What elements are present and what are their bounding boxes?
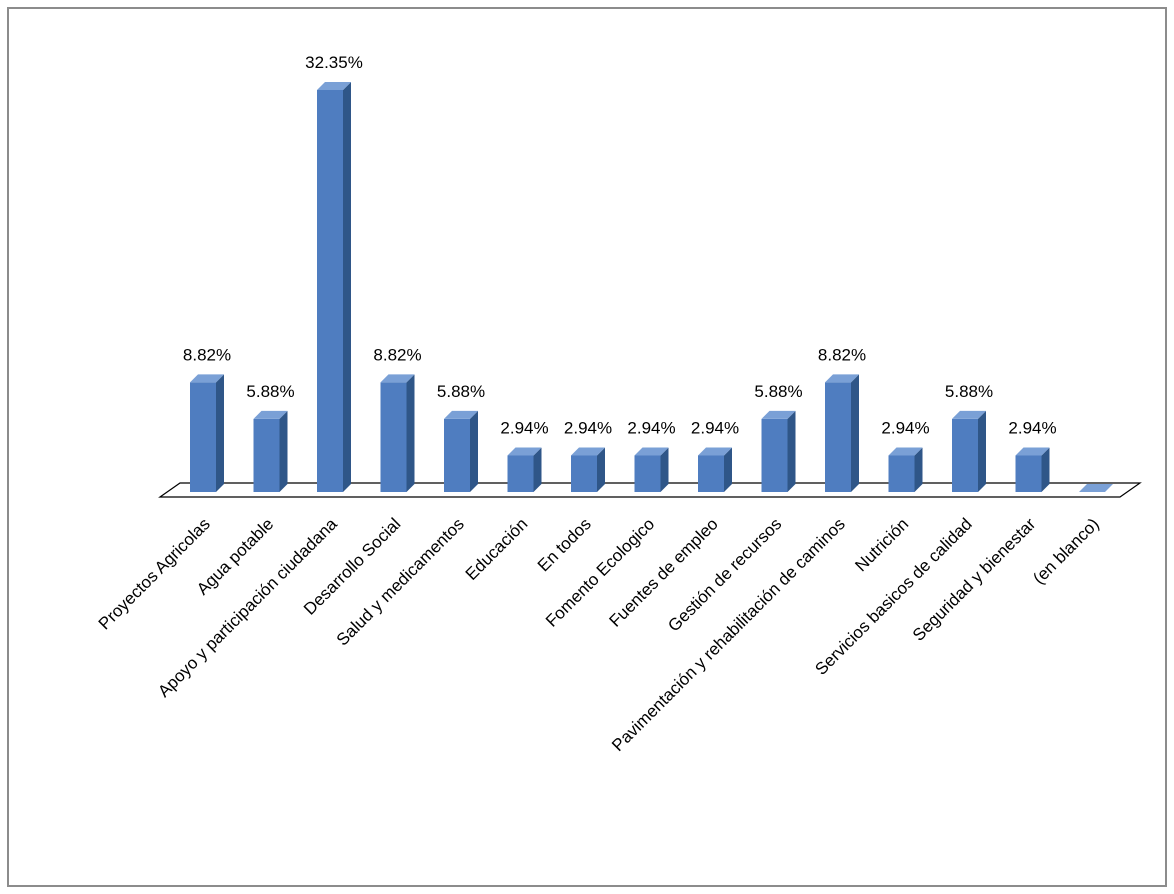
data-label: 5.88% bbox=[754, 382, 802, 401]
bar-side bbox=[406, 374, 415, 492]
bar-side bbox=[279, 410, 288, 492]
bar-top bbox=[253, 410, 288, 419]
bar bbox=[825, 374, 859, 492]
data-label: 5.88% bbox=[437, 382, 485, 401]
bar-top bbox=[444, 410, 478, 419]
data-label: 2.94% bbox=[691, 418, 739, 437]
bar-top bbox=[952, 410, 986, 419]
bar-front bbox=[444, 418, 470, 492]
bar-side bbox=[914, 447, 923, 492]
bar-side bbox=[787, 410, 796, 492]
bar-side bbox=[851, 374, 859, 492]
bar-front bbox=[761, 418, 788, 492]
bar-top bbox=[1015, 447, 1050, 456]
chart-border bbox=[7, 7, 1167, 887]
bar bbox=[253, 410, 288, 492]
bar bbox=[634, 447, 669, 492]
bar-front bbox=[571, 455, 597, 492]
data-label: 5.88% bbox=[945, 382, 993, 401]
data-label: 2.94% bbox=[627, 418, 675, 437]
bar-side bbox=[533, 447, 542, 492]
bar bbox=[698, 447, 732, 492]
bar-side bbox=[724, 447, 732, 492]
data-label: 8.82% bbox=[183, 345, 231, 364]
bar-side bbox=[597, 447, 605, 492]
bar bbox=[444, 410, 478, 492]
bar bbox=[317, 82, 351, 492]
bar-front bbox=[507, 455, 534, 492]
bar bbox=[507, 447, 542, 492]
data-label: 2.94% bbox=[500, 418, 548, 437]
bar-front bbox=[190, 382, 216, 492]
bar-top bbox=[571, 447, 605, 456]
bar-top bbox=[698, 447, 732, 456]
data-label: 2.94% bbox=[881, 418, 929, 437]
bar-front bbox=[952, 418, 978, 492]
data-label: 32.35% bbox=[305, 53, 363, 72]
bar-side bbox=[343, 82, 351, 492]
bar bbox=[190, 374, 224, 492]
bar bbox=[380, 374, 415, 492]
bar-top bbox=[317, 82, 351, 90]
bar-front bbox=[825, 382, 851, 492]
bar-front bbox=[698, 455, 724, 492]
bar-top bbox=[761, 410, 796, 419]
bar-top bbox=[825, 374, 859, 383]
bar bbox=[1079, 484, 1113, 492]
bar-top bbox=[634, 447, 669, 456]
data-label: 2.94% bbox=[1008, 418, 1056, 437]
bar-front bbox=[380, 382, 407, 492]
data-label: 2.94% bbox=[564, 418, 612, 437]
data-label: 8.82% bbox=[818, 345, 866, 364]
bar-top bbox=[888, 447, 923, 456]
bar-top bbox=[1079, 484, 1113, 492]
bar-front bbox=[888, 455, 915, 492]
bar-front bbox=[317, 90, 343, 492]
bar bbox=[761, 410, 796, 492]
bar bbox=[888, 447, 923, 492]
bar-side bbox=[660, 447, 669, 492]
bar-side bbox=[978, 410, 986, 492]
bar bbox=[571, 447, 605, 492]
bar-front bbox=[1015, 455, 1042, 492]
bar-side bbox=[470, 410, 478, 492]
bar-top bbox=[190, 374, 224, 383]
bar bbox=[952, 410, 986, 492]
bar-side bbox=[216, 374, 224, 492]
bar-side bbox=[1041, 447, 1050, 492]
bar bbox=[1015, 447, 1050, 492]
data-label: 5.88% bbox=[246, 382, 294, 401]
bar-front bbox=[253, 418, 280, 492]
data-label: 8.82% bbox=[373, 345, 421, 364]
bar-top bbox=[380, 374, 415, 383]
bar-front bbox=[634, 455, 661, 492]
bar-top bbox=[507, 447, 542, 456]
